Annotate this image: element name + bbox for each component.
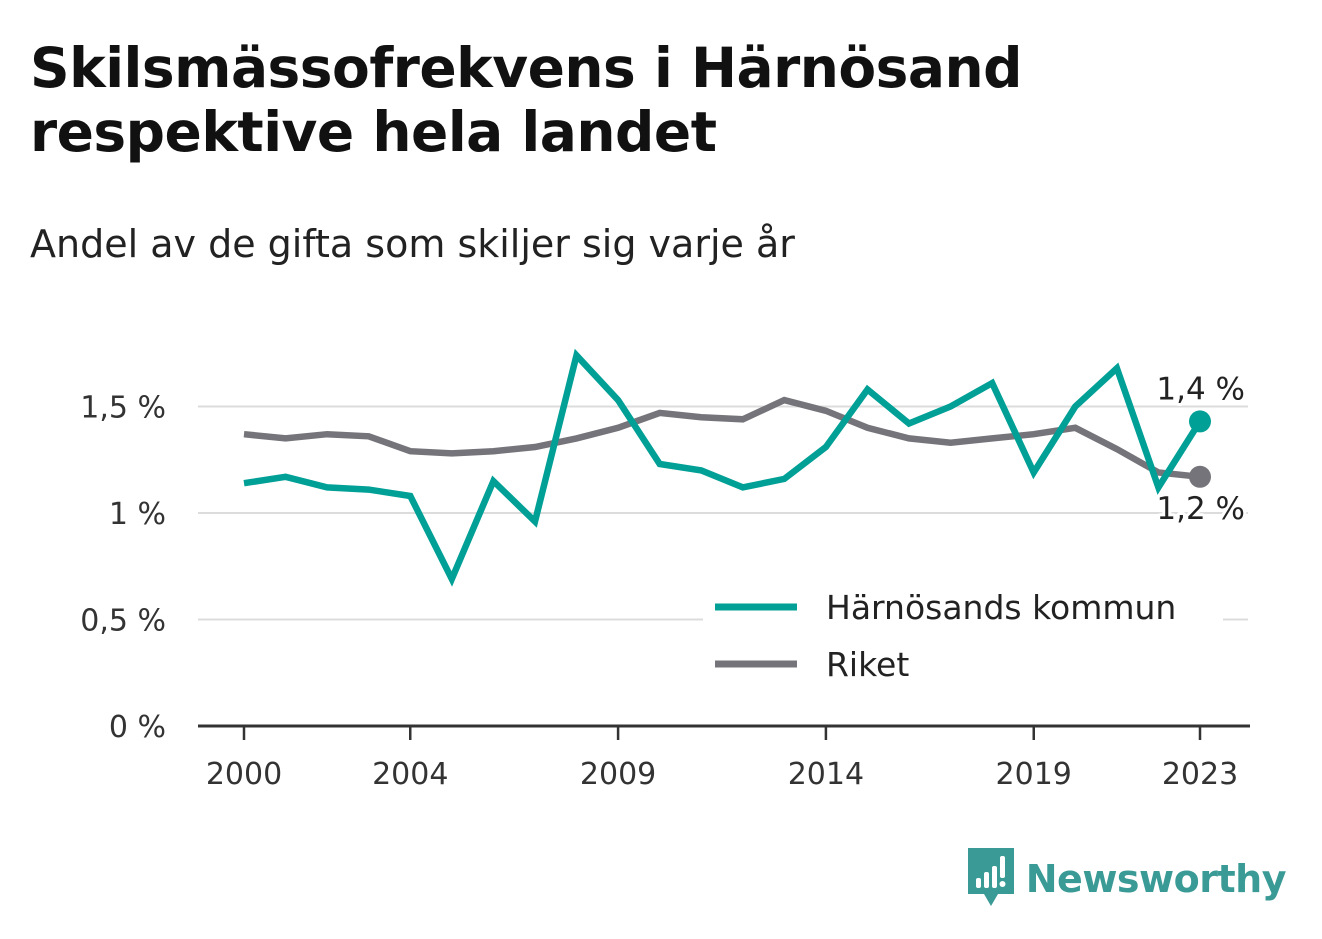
legend-label: Härnösands kommun xyxy=(826,588,1176,627)
x-tick-label: 2023 xyxy=(1162,757,1238,792)
x-tick-label: 2000 xyxy=(206,757,282,792)
y-tick-label: 1 % xyxy=(109,497,166,532)
legend-label: Riket xyxy=(826,645,909,684)
x-tick-label: 2019 xyxy=(996,757,1072,792)
end-value-label: 1,2 % xyxy=(1156,491,1245,527)
legend-background xyxy=(703,578,1223,696)
end-label-halo: 1,4 % xyxy=(1156,371,1245,407)
y-tick-label: 0,5 % xyxy=(80,604,166,639)
newsworthy-logo-icon xyxy=(967,848,1014,906)
chart-subtitle: Andel av de gifta som skiljer sig varje … xyxy=(30,222,795,266)
end-value-label: 1,4 % xyxy=(1156,371,1245,407)
x-tick-label: 2014 xyxy=(788,757,864,792)
end-label-halo: 1,2 % xyxy=(1156,491,1245,527)
end-point-marker-riket xyxy=(1189,465,1211,488)
x-tick-label: 2009 xyxy=(580,757,656,792)
brand-name: Newsworthy xyxy=(1025,857,1287,901)
end-point-marker-harnosand xyxy=(1189,410,1211,433)
y-tick-label: 1,5 % xyxy=(80,391,166,426)
series-line-harnosand xyxy=(243,348,1203,587)
chart-title: Skilsmässofrekvens i Härnösand respektiv… xyxy=(30,36,1023,164)
series-line-riket xyxy=(243,396,1201,481)
x-tick-label: 2004 xyxy=(372,757,448,792)
newsworthy-brand: Newsworthy xyxy=(967,848,1287,910)
y-tick-label: 0 % xyxy=(109,710,166,745)
